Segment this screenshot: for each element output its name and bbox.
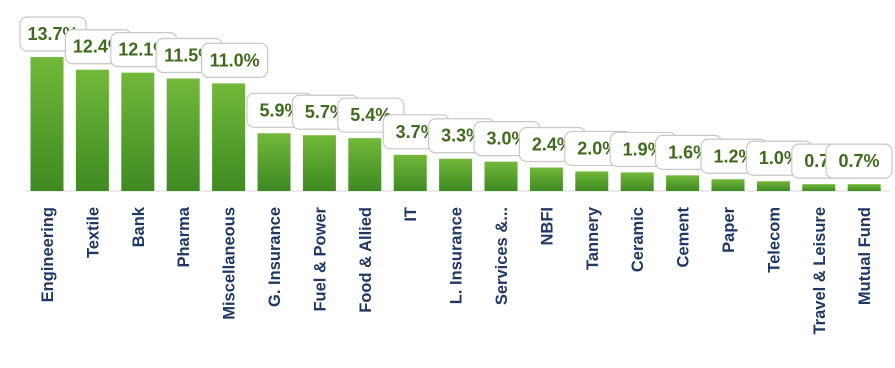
data-label-text: 3.0% <box>486 129 527 149</box>
category-label-travel-leisure: Travel & Leisure <box>811 207 829 334</box>
category-label-cement: Cement <box>675 206 693 267</box>
data-label-text: 2.4% <box>532 135 573 155</box>
category-label-miscellaneous: Miscellaneous <box>221 207 239 320</box>
category-label-g-insurance: G. Insurance <box>266 207 284 307</box>
category-label-engineering: Engineering <box>39 207 57 302</box>
bar-l-insurance <box>439 158 473 191</box>
category-label-mutual-fund: Mutual Fund <box>856 207 874 305</box>
bar-g-insurance <box>257 133 291 191</box>
bar-food-allied <box>348 138 382 191</box>
category-label-paper: Paper <box>720 206 738 252</box>
data-label-text: 0.7% <box>838 151 879 171</box>
data-label-text: 1.6% <box>668 142 709 162</box>
bars-group <box>30 57 881 191</box>
category-label-services: Services &... <box>493 207 511 305</box>
category-label-textile: Textile <box>84 207 102 258</box>
bar-tannery <box>575 171 609 191</box>
bar-miscellaneous <box>212 83 246 191</box>
data-labels-group: 13.7%12.4%12.1%11.5%11.0%5.9% 5.7% 5.4%3.7… <box>19 16 893 179</box>
data-label-miscellaneous: 11.0% <box>201 42 269 79</box>
data-label-text: 5.4% <box>350 105 391 125</box>
bar-nbfi <box>529 167 563 191</box>
data-label-text: 1.9% <box>623 139 664 159</box>
data-label-mutual-fund: 0.7% <box>825 143 893 179</box>
category-labels-group: Engineering Textile Bank Pharma Miscellaneou… <box>39 206 874 334</box>
category-label-food-allied: Food & Allied <box>357 207 375 313</box>
data-label-box <box>825 143 893 179</box>
data-label-text: 5.9% <box>259 100 300 120</box>
data-label-text: 1.0% <box>759 148 800 168</box>
category-label-it: IT <box>402 207 420 222</box>
bar-paper <box>711 179 745 191</box>
bar-textile <box>75 69 109 191</box>
data-label-text: 3.7% <box>396 122 437 142</box>
category-label-nbfi: NBFI <box>538 207 556 246</box>
category-label-tannery: Tannery <box>584 206 602 270</box>
data-label-text: 5.7% <box>305 102 346 122</box>
bar-engineering <box>30 57 64 191</box>
category-label-pharma: Pharma <box>175 206 193 267</box>
bar-it <box>393 154 427 191</box>
data-label-text: 11.0% <box>210 50 260 70</box>
data-label-text: 3.3% <box>441 126 482 146</box>
bar-pharma <box>166 78 200 191</box>
category-label-l-insurance: L. Insurance <box>448 207 466 304</box>
category-label-bank: Bank <box>130 206 148 247</box>
data-label-box <box>201 42 269 79</box>
bar-ceramic <box>620 172 654 191</box>
bar-services <box>484 161 518 191</box>
bar-travel-leisure <box>802 184 836 191</box>
data-label-text: 2.0% <box>577 138 618 158</box>
bar-cement <box>666 175 700 191</box>
bar-fuel-power <box>302 135 336 191</box>
bar-bank <box>121 72 155 191</box>
category-label-ceramic: Ceramic <box>629 207 647 272</box>
bar-telecom <box>756 181 790 191</box>
bar-mutual-fund <box>847 184 881 191</box>
data-label-text: 1.2% <box>713 146 754 166</box>
category-label-telecom: Telecom <box>765 207 783 273</box>
category-label-fuel-power: Fuel & Power <box>311 206 329 311</box>
